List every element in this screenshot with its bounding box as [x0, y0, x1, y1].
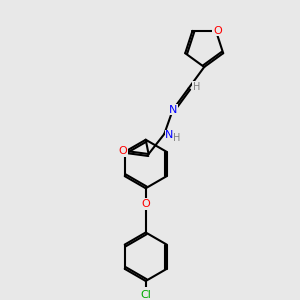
Text: N: N [169, 105, 177, 115]
Text: H: H [173, 133, 181, 143]
Text: O: O [141, 199, 150, 209]
Text: Cl: Cl [140, 290, 151, 300]
Text: O: O [213, 26, 222, 36]
Text: N: N [165, 130, 174, 140]
Text: H: H [193, 82, 200, 92]
Text: O: O [118, 146, 127, 156]
